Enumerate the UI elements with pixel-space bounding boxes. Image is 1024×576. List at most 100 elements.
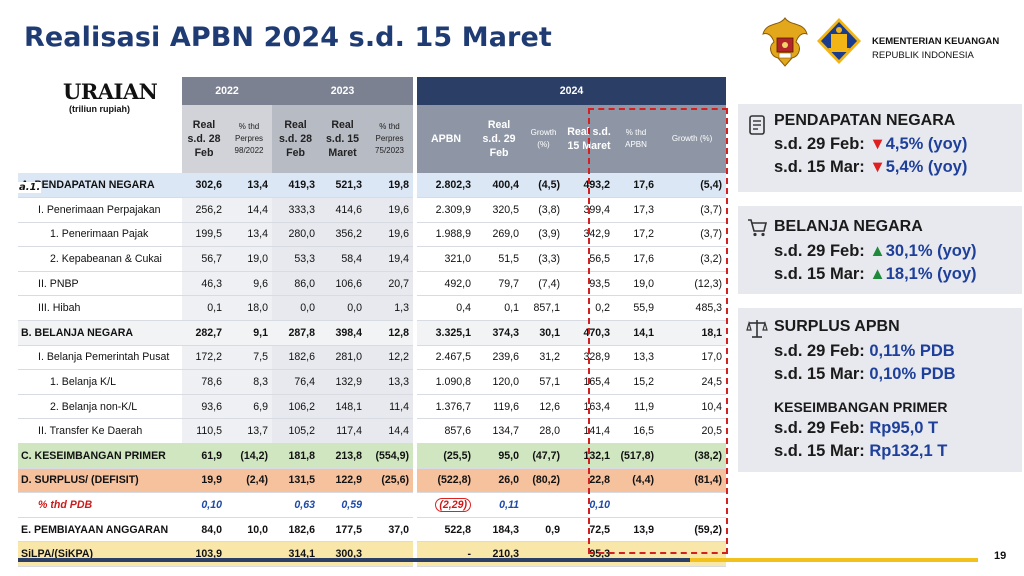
table-row: 1. Penerimaan Pajak 199,5 13,4 280,0 356,2 19… xyxy=(18,222,727,248)
table-cell: 15,2 xyxy=(614,369,659,395)
table-cell: (3,3) xyxy=(523,246,565,272)
table-cell: 1,3 xyxy=(366,295,414,322)
table-cell: 210,3 xyxy=(475,541,524,567)
table-cell: 13,4 xyxy=(226,173,273,199)
table-cell: 857,1 xyxy=(523,295,565,322)
table-cell: (47,7) xyxy=(523,443,565,469)
table-cell: 19,4 xyxy=(366,246,414,272)
table-cell: 26,0 xyxy=(475,468,524,494)
table-cell: 11,4 xyxy=(366,394,414,420)
card-keseimbangan-line2: s.d. 15 Mar: Rp132,1 T xyxy=(774,442,947,461)
card-pendapatan: PENDAPATAN NEGARA s.d. 29 Feb: ▼4,5% (yo… xyxy=(738,104,1022,192)
table-cell: 12,2 xyxy=(366,345,414,371)
row-label: II. PNBP xyxy=(18,271,182,297)
card-surplus: SURPLUS APBN s.d. 29 Feb: 0,11% PDB s.d.… xyxy=(738,308,1022,472)
table-cell: (5,4) xyxy=(658,173,727,199)
card-belanja-line2: s.d. 15 Mar: ▲18,1% (yoy) xyxy=(774,265,977,284)
table-cell: 46,3 xyxy=(182,271,226,297)
table-cell: 8,3 xyxy=(226,369,273,395)
column-gap xyxy=(413,197,418,223)
table-cell: 320,5 xyxy=(475,197,524,223)
card-belanja-line1: s.d. 29 Feb: ▲30,1% (yoy) xyxy=(774,242,977,261)
card-pendapatan-l2-value: ▼5,4% (yoy) xyxy=(869,158,968,176)
column-gap xyxy=(413,246,418,272)
row-label: 2. Belanja non-K/L xyxy=(18,394,182,420)
row-label: 1. Penerimaan Pajak xyxy=(18,222,182,248)
table-cell: 239,6 xyxy=(475,345,524,371)
column-gap xyxy=(413,394,418,419)
card-belanja-head: BELANJA NEGARA xyxy=(774,218,923,235)
table-cell: 0,0 xyxy=(319,295,367,322)
column-gap xyxy=(413,541,418,567)
table-cell: 213,8 xyxy=(319,443,367,469)
table-cell: 17,6 xyxy=(614,173,659,199)
card-surplus-l1-prefix: s.d. 29 Feb: xyxy=(774,342,870,360)
table-row: 2. Belanja non-K/L 93,6 6,9 106,2 148,1 11,4 1… xyxy=(18,394,727,420)
row-label: E. PEMBIAYAAN ANGGARAN xyxy=(18,517,182,543)
table-cell: 321,0 xyxy=(417,246,476,272)
table-cell: 0,1 xyxy=(475,295,524,322)
table-cell: 2.467,5 xyxy=(417,345,476,371)
table-cell: 132,1 xyxy=(564,443,615,469)
table-cell: (3,9) xyxy=(523,222,565,248)
apbn-table-body: A. PENDAPATAN NEGARA 302,6 13,4 419,3 521,3 1… xyxy=(18,173,727,567)
table-row: II. PNBP 46,3 9,6 86,0 106,6 20,7 492,0 79,7 (7,… xyxy=(18,271,727,297)
table-cell: 13,3 xyxy=(366,369,414,395)
table-cell xyxy=(614,541,659,567)
table-cell: 148,1 xyxy=(319,394,367,420)
up-arrow-icon: ▲ xyxy=(869,242,886,260)
table-cell: 22,8 xyxy=(564,468,615,494)
table-cell: 17,2 xyxy=(614,222,659,248)
table-cell: 177,5 xyxy=(319,517,367,543)
table-cell: 492,0 xyxy=(417,271,476,297)
row-label: C. KESEIMBANGAN PRIMER xyxy=(18,443,182,469)
circled-value: (2,29) xyxy=(435,498,472,513)
table-cell: 9,6 xyxy=(226,271,273,297)
table-row: C. KESEIMBANGAN PRIMER 61,9 (14,2) 181,8 213… xyxy=(18,443,727,469)
table-cell: 78,6 xyxy=(182,369,226,395)
page-title: Realisasi APBN 2024 s.d. 15 Maret xyxy=(24,22,552,53)
col-2024-growth-feb: Growth (%) xyxy=(523,105,565,173)
table-cell: (25,6) xyxy=(366,468,414,494)
table-cell: 0,10 xyxy=(182,492,226,518)
table-cell: 56,7 xyxy=(182,246,226,272)
column-gap xyxy=(413,173,418,198)
table-row: A. PENDAPATAN NEGARA 302,6 13,4 419,3 521,3 1… xyxy=(18,173,727,199)
table-cell: 95,0 xyxy=(475,443,524,469)
table-cell xyxy=(366,541,414,567)
table-cell: 182,6 xyxy=(272,517,320,543)
table-cell: (3,7) xyxy=(658,222,727,248)
card-surplus-l1-value: 0,11% PDB xyxy=(869,342,955,360)
table-cell: 302,6 xyxy=(182,173,226,199)
table-cell: 280,0 xyxy=(272,222,320,248)
year-2023-header: 2023 xyxy=(272,77,414,105)
table-cell: (4,5) xyxy=(523,173,565,199)
table-row: B. BELANJA NEGARA 282,7 9,1 287,8 398,4 12,8 3… xyxy=(18,320,727,346)
table-cell: 857,6 xyxy=(417,418,476,445)
unit-label: (triliun rupiah) xyxy=(69,104,130,114)
year-2022-header: 2022 xyxy=(182,77,273,105)
card-belanja-l2-value: ▲18,1% (yoy) xyxy=(869,265,977,283)
table-cell: 19,9 xyxy=(182,468,226,494)
table-cell: 132,9 xyxy=(319,369,367,395)
table-cell: 58,4 xyxy=(319,246,367,272)
apbn-table: URAIAN (triliun rupiah) 2022 2023 2024 R… xyxy=(18,77,727,567)
table-cell: (59,2) xyxy=(658,517,727,543)
column-gap xyxy=(413,492,418,518)
column-gap xyxy=(413,468,418,493)
table-cell: 2.802,3 xyxy=(417,173,476,199)
table-row: 1. Belanja K/L 78,6 8,3 76,4 132,9 13,3 1.090,… xyxy=(18,369,727,395)
scale-icon xyxy=(746,320,768,338)
card-surplus-l2-value: 0,10% PDB xyxy=(869,365,956,383)
table-cell: 0,59 xyxy=(319,492,367,518)
card-surplus-l2-prefix: s.d. 15 Mar: xyxy=(774,365,870,383)
card-pendapatan-head: PENDAPATAN NEGARA xyxy=(774,112,956,129)
table-cell: (4,4) xyxy=(614,468,659,494)
garuda-emblem-icon xyxy=(762,17,808,67)
uraian-header: URAIAN (triliun rupiah) xyxy=(18,77,182,173)
row-label: B. BELANJA NEGARA xyxy=(18,320,182,346)
table-cell: 141,4 xyxy=(564,418,615,445)
table-cell: 95,3 xyxy=(564,541,615,567)
table-cell: 12,6 xyxy=(523,394,565,420)
table-cell: 300,3 xyxy=(319,541,367,567)
